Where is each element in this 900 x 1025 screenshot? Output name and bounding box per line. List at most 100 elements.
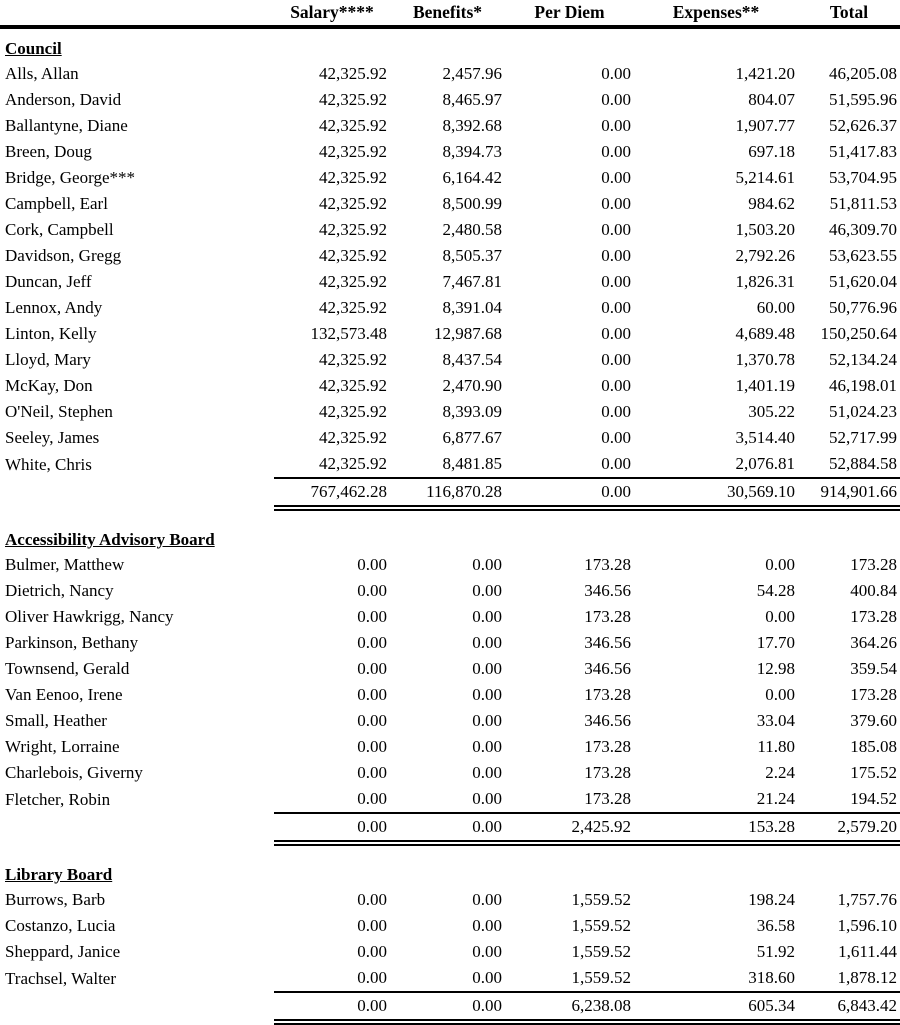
member-name-cell: Anderson, David <box>5 90 122 109</box>
expenses-total-cell: 153.28 <box>634 812 798 846</box>
member-name-cell: Davidson, Gregg <box>5 246 122 265</box>
column-header-benefits: Benefits* <box>390 0 505 29</box>
per-diem-cell: 0.00 <box>601 454 631 473</box>
section-heading: Council <box>5 39 62 58</box>
table-row: Duncan, Jeff 42,325.92 7,467.81 0.00 1,826.3… <box>0 269 900 295</box>
benefits-cell: 6,877.67 <box>442 428 503 447</box>
salary-total-cell: 0.00 <box>274 991 390 1025</box>
salary-cell: 132,573.48 <box>310 324 388 343</box>
section-totals-row: 0.00 0.00 2,425.92 153.28 2,579.20 <box>0 812 900 846</box>
expenses-cell: 305.22 <box>748 402 795 421</box>
salary-cell: 0.00 <box>357 581 387 600</box>
benefits-cell: 0.00 <box>472 555 502 574</box>
salary-cell: 0.00 <box>357 763 387 782</box>
expenses-cell: 3,514.40 <box>735 428 796 447</box>
member-name-cell: Van Eenoo, Irene <box>5 685 123 704</box>
table-row: Ballantyne, Diane 42,325.92 8,392.68 0.00 1,… <box>0 113 900 139</box>
per-diem-cell: 346.56 <box>584 659 631 678</box>
section-heading-row: Accessibility Advisory Board <box>0 508 900 552</box>
member-name-cell: Cork, Campbell <box>5 220 114 239</box>
table-row: Davidson, Gregg 42,325.92 8,505.37 0.00 2,79… <box>0 243 900 269</box>
total-cell: 400.84 <box>850 581 897 600</box>
salary-cell: 42,325.92 <box>319 402 387 421</box>
section-heading: Accessibility Advisory Board <box>5 530 215 549</box>
member-name-cell: Seeley, James <box>5 428 100 447</box>
total-cell: 53,704.95 <box>829 168 897 187</box>
total-cell: 1,611.44 <box>838 942 897 961</box>
benefits-cell: 0.00 <box>472 789 502 808</box>
table-row: Costanzo, Lucia 0.00 0.00 1,559.52 36.58 1,59… <box>0 913 900 939</box>
member-name-cell: Breen, Doug <box>5 142 92 161</box>
per-diem-cell: 0.00 <box>601 272 631 291</box>
total-cell: 53,623.55 <box>829 246 897 265</box>
salary-cell: 42,325.92 <box>319 376 387 395</box>
column-header-name <box>0 0 274 29</box>
member-name-cell: Bridge, George*** <box>5 168 135 187</box>
expenses-cell: 36.58 <box>756 916 795 935</box>
column-header-total: Total <box>798 0 900 29</box>
total-cell: 1,596.10 <box>837 916 898 935</box>
benefits-cell: 8,437.54 <box>442 350 503 369</box>
per-diem-cell: 0.00 <box>601 142 631 161</box>
member-name-cell: Alls, Allan <box>5 64 79 83</box>
total-cell: 51,620.04 <box>829 272 897 291</box>
benefits-total-cell: 116,870.28 <box>390 477 505 511</box>
table-row: Small, Heather 0.00 0.00 346.56 33.04 379.60 <box>0 708 900 734</box>
total-cell: 51,811.53 <box>829 194 897 213</box>
member-name-cell: Costanzo, Lucia <box>5 916 116 935</box>
member-name-cell: Wright, Lorraine <box>5 737 120 756</box>
total-cell: 46,205.08 <box>829 64 897 83</box>
per-diem-cell: 0.00 <box>601 168 631 187</box>
expenses-cell: 0.00 <box>765 555 795 574</box>
table-header: Salary**** Benefits* Per Diem Expenses**… <box>0 0 900 29</box>
member-name-cell: Parkinson, Bethany <box>5 633 139 652</box>
per-diem-total-cell: 0.00 <box>505 477 634 511</box>
total-cell: 173.28 <box>850 607 897 626</box>
table-row: McKay, Don 42,325.92 2,470.90 0.00 1,401.19 4… <box>0 373 900 399</box>
expenses-cell: 1,503.20 <box>735 220 796 239</box>
member-name-cell: Trachsel, Walter <box>5 968 116 988</box>
salary-cell: 0.00 <box>357 607 387 626</box>
member-name-cell: Lennox, Andy <box>5 298 103 317</box>
salary-cell: 42,325.92 <box>319 142 387 161</box>
member-name-cell: White, Chris <box>5 454 92 474</box>
table-row: Campbell, Earl 42,325.92 8,500.99 0.00 984.6… <box>0 191 900 217</box>
section-totals-row: 0.00 0.00 6,238.08 605.34 6,843.42 <box>0 991 900 1025</box>
table-row: Lennox, Andy 42,325.92 8,391.04 0.00 60.00 50… <box>0 295 900 321</box>
expenses-cell: 21.24 <box>756 789 795 808</box>
per-diem-cell: 0.00 <box>601 64 631 83</box>
total-cell: 46,309.70 <box>829 220 897 239</box>
expenses-cell: 804.07 <box>748 90 795 109</box>
member-name-cell: Linton, Kelly <box>5 324 97 343</box>
section-heading-row: Library Board <box>0 843 900 887</box>
total-cell: 50,776.96 <box>829 298 897 317</box>
per-diem-cell: 1,559.52 <box>571 942 632 961</box>
column-header-salary: Salary**** <box>274 0 390 29</box>
member-name-cell: Lloyd, Mary <box>5 350 91 369</box>
expenses-cell: 0.00 <box>765 607 795 626</box>
total-cell: 51,417.83 <box>829 142 897 161</box>
benefits-cell: 8,465.97 <box>442 90 503 109</box>
expenses-cell: 0.00 <box>765 685 795 704</box>
member-name-cell: Burrows, Barb <box>5 890 106 909</box>
expenses-cell: 2,792.26 <box>735 246 796 265</box>
benefits-cell: 0.00 <box>472 685 502 704</box>
expenses-cell: 1,826.31 <box>735 272 796 291</box>
section-totals-row: 767,462.28 116,870.28 0.00 30,569.10 914,901… <box>0 477 900 511</box>
member-name-cell: Campbell, Earl <box>5 194 108 213</box>
salary-cell: 42,325.92 <box>319 454 387 473</box>
benefits-cell: 8,500.99 <box>442 194 503 213</box>
table-row: Parkinson, Bethany 0.00 0.00 346.56 17.70 364… <box>0 630 900 656</box>
section-heading-cell: Accessibility Advisory Board <box>0 508 900 552</box>
table-row: Bridge, George*** 42,325.92 6,164.42 0.00 5,… <box>0 165 900 191</box>
per-diem-cell: 1,559.52 <box>571 916 632 935</box>
benefits-cell: 2,480.58 <box>442 220 503 239</box>
benefits-cell: 8,481.85 <box>442 454 503 473</box>
per-diem-cell: 1,559.52 <box>571 968 632 987</box>
expenses-cell: 318.60 <box>748 968 795 987</box>
benefits-cell: 0.00 <box>472 633 502 652</box>
salary-cell: 42,325.92 <box>319 116 387 135</box>
expenses-cell: 1,401.19 <box>735 376 796 395</box>
salary-cell: 42,325.92 <box>319 246 387 265</box>
